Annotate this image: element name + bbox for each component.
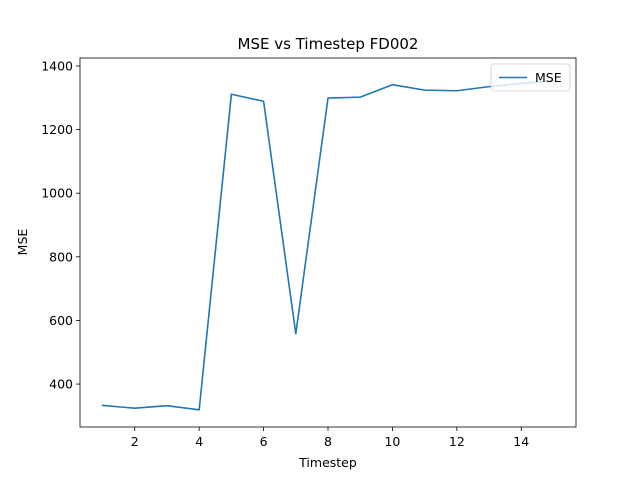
x-tick-label: 2	[131, 434, 139, 449]
y-tick-label: 600	[49, 313, 73, 328]
x-tick-label: 6	[260, 434, 268, 449]
x-tick-label: 8	[324, 434, 332, 449]
x-axis-label: Timestep	[298, 455, 357, 470]
y-tick-label: 800	[49, 249, 73, 264]
x-axis: 2 4 6 8 10 12 14	[131, 427, 529, 449]
series-line-0	[101, 80, 555, 411]
y-tick-label: 1400	[41, 58, 73, 73]
y-tick-label: 1200	[41, 122, 73, 137]
x-tick-label: 4	[195, 434, 203, 449]
y-axis: 400 600 800 1000 1200 1400	[41, 58, 80, 392]
legend: MSE	[490, 63, 571, 92]
chart-title: MSE vs Timestep FD002	[238, 35, 419, 53]
x-tick-label: 14	[513, 434, 529, 449]
x-tick-label: 12	[449, 434, 465, 449]
y-axis-label: MSE	[15, 229, 30, 256]
legend-box	[490, 63, 571, 92]
x-tick-label: 10	[384, 434, 400, 449]
y-tick-label: 1000	[41, 186, 73, 201]
y-tick-label: 400	[49, 377, 73, 392]
legend-label: MSE	[535, 70, 562, 85]
